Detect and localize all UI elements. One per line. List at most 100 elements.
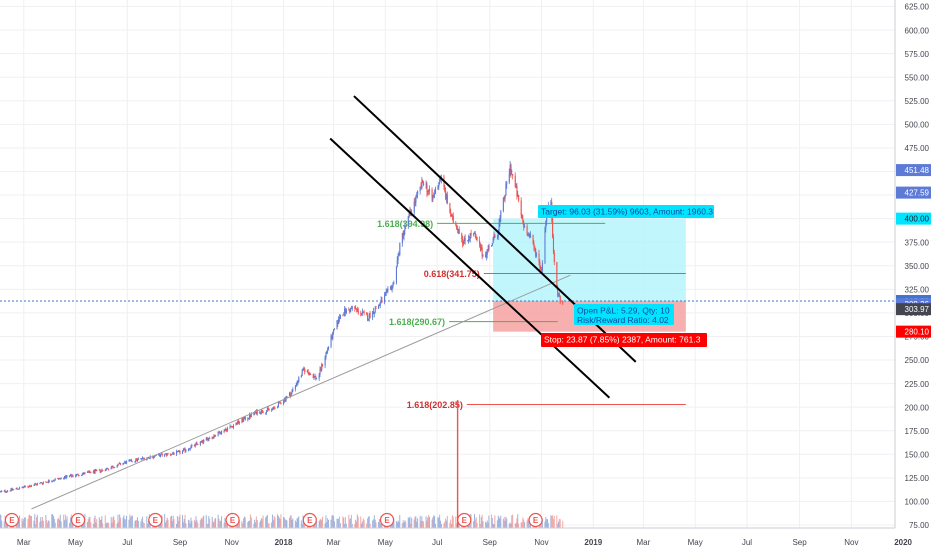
y-tick-label: 250.00: [905, 356, 930, 365]
candle-body: [148, 456, 150, 458]
x-tick-label: May: [68, 538, 83, 547]
volume-bar: [40, 517, 42, 528]
volume-bar: [217, 514, 219, 528]
volume-bar: [395, 521, 397, 528]
candle-body: [1, 491, 3, 492]
volume-bar: [420, 521, 422, 528]
price-tag[interactable]: [896, 164, 931, 177]
target-label[interactable]: Target: 96.03 (31.59%) 9603, Amount: 196…: [538, 205, 714, 218]
candle-body: [256, 411, 258, 415]
price-tag[interactable]: [896, 303, 931, 316]
volume-bar: [398, 522, 400, 528]
stop-label[interactable]: Stop: 23.87 (7.85%) 2387, Amount: 761.3: [541, 333, 707, 347]
candle-body: [451, 215, 454, 216]
volume-bar: [292, 518, 294, 528]
candle-body: [556, 261, 558, 287]
volume-bar: [562, 520, 564, 528]
earnings-event-marker[interactable]: [379, 512, 395, 528]
candle-body: [343, 314, 345, 316]
volume-bar: [558, 521, 560, 528]
volume-bar: [188, 520, 190, 528]
volume-bar: [200, 518, 202, 528]
volume-bar: [350, 514, 352, 528]
candle-body: [433, 194, 435, 197]
candle-body: [136, 458, 138, 461]
volume-bar: [39, 521, 41, 528]
price-tag[interactable]: [896, 212, 931, 225]
earnings-event-letter: E: [9, 516, 15, 525]
target-zone[interactable]: [493, 218, 686, 302]
price-tag[interactable]: [896, 186, 931, 199]
stop-label-bg: [541, 333, 707, 347]
volume-bar: [332, 515, 334, 528]
candle-body: [485, 254, 487, 257]
volume-bar: [172, 515, 174, 528]
candle-body: [546, 214, 548, 222]
earnings-event-marker[interactable]: [4, 512, 19, 528]
candle-body: [40, 482, 42, 484]
volume-bar: [434, 516, 436, 528]
earnings-event-letter: E: [75, 516, 81, 525]
candle-body: [108, 469, 110, 470]
candle-body: [431, 189, 433, 200]
candle-body: [99, 469, 101, 472]
earnings-event-marker[interactable]: [457, 512, 472, 528]
candle-body: [397, 254, 399, 261]
candle-body: [250, 413, 252, 417]
candle-body: [36, 483, 38, 485]
trend-line[interactable]: [329, 137, 611, 399]
candle-body: [482, 254, 484, 256]
volume-bar: [108, 522, 110, 528]
volume-bar: [518, 523, 520, 528]
volume-bar: [443, 523, 445, 528]
candle-body: [291, 390, 293, 394]
volume-bar: [322, 516, 324, 528]
volume-bar: [338, 518, 340, 528]
candle-body: [106, 468, 108, 470]
y-tick-label: 100.00: [905, 498, 930, 507]
candle-body: [486, 249, 488, 255]
earnings-event-marker[interactable]: [528, 512, 543, 528]
candle-body: [384, 295, 386, 303]
volume-bar: [47, 520, 49, 528]
volume-bar: [343, 517, 345, 528]
y-tick-label: 350.00: [905, 262, 930, 271]
volume-bar: [266, 514, 268, 528]
candle-body: [304, 368, 306, 373]
trend-line[interactable]: [31, 274, 571, 510]
candle-body: [457, 228, 459, 231]
candle-body: [475, 237, 477, 238]
candle-body: [0, 491, 1, 493]
candle-body: [327, 346, 330, 350]
price-tag[interactable]: [896, 325, 931, 338]
candle-body: [52, 480, 55, 482]
volume-bar: [452, 516, 454, 528]
candle-body: [274, 407, 276, 409]
earnings-event-marker[interactable]: [148, 512, 163, 528]
candle-body: [221, 430, 223, 434]
earnings-event-marker[interactable]: [70, 512, 86, 528]
candle-body: [550, 201, 552, 206]
volume-bar: [164, 514, 166, 528]
volume-bar: [225, 522, 227, 528]
candle-body: [10, 488, 12, 491]
volume-bar: [242, 523, 244, 528]
candle-body: [75, 474, 77, 476]
volume-bar: [345, 523, 347, 528]
candle-body: [271, 409, 273, 410]
candle-body: [467, 240, 469, 242]
candle-body: [449, 203, 451, 213]
volume-bar: [277, 514, 279, 528]
earnings-event-marker[interactable]: [225, 512, 240, 528]
candle-body: [231, 426, 233, 427]
volume-bar: [114, 520, 116, 528]
volume-bar: [181, 515, 183, 528]
volume-bar: [206, 523, 208, 528]
volume-bar: [411, 517, 413, 528]
volume-bar: [46, 520, 48, 528]
earnings-event-marker[interactable]: [302, 512, 317, 528]
volume-bar: [422, 520, 424, 528]
